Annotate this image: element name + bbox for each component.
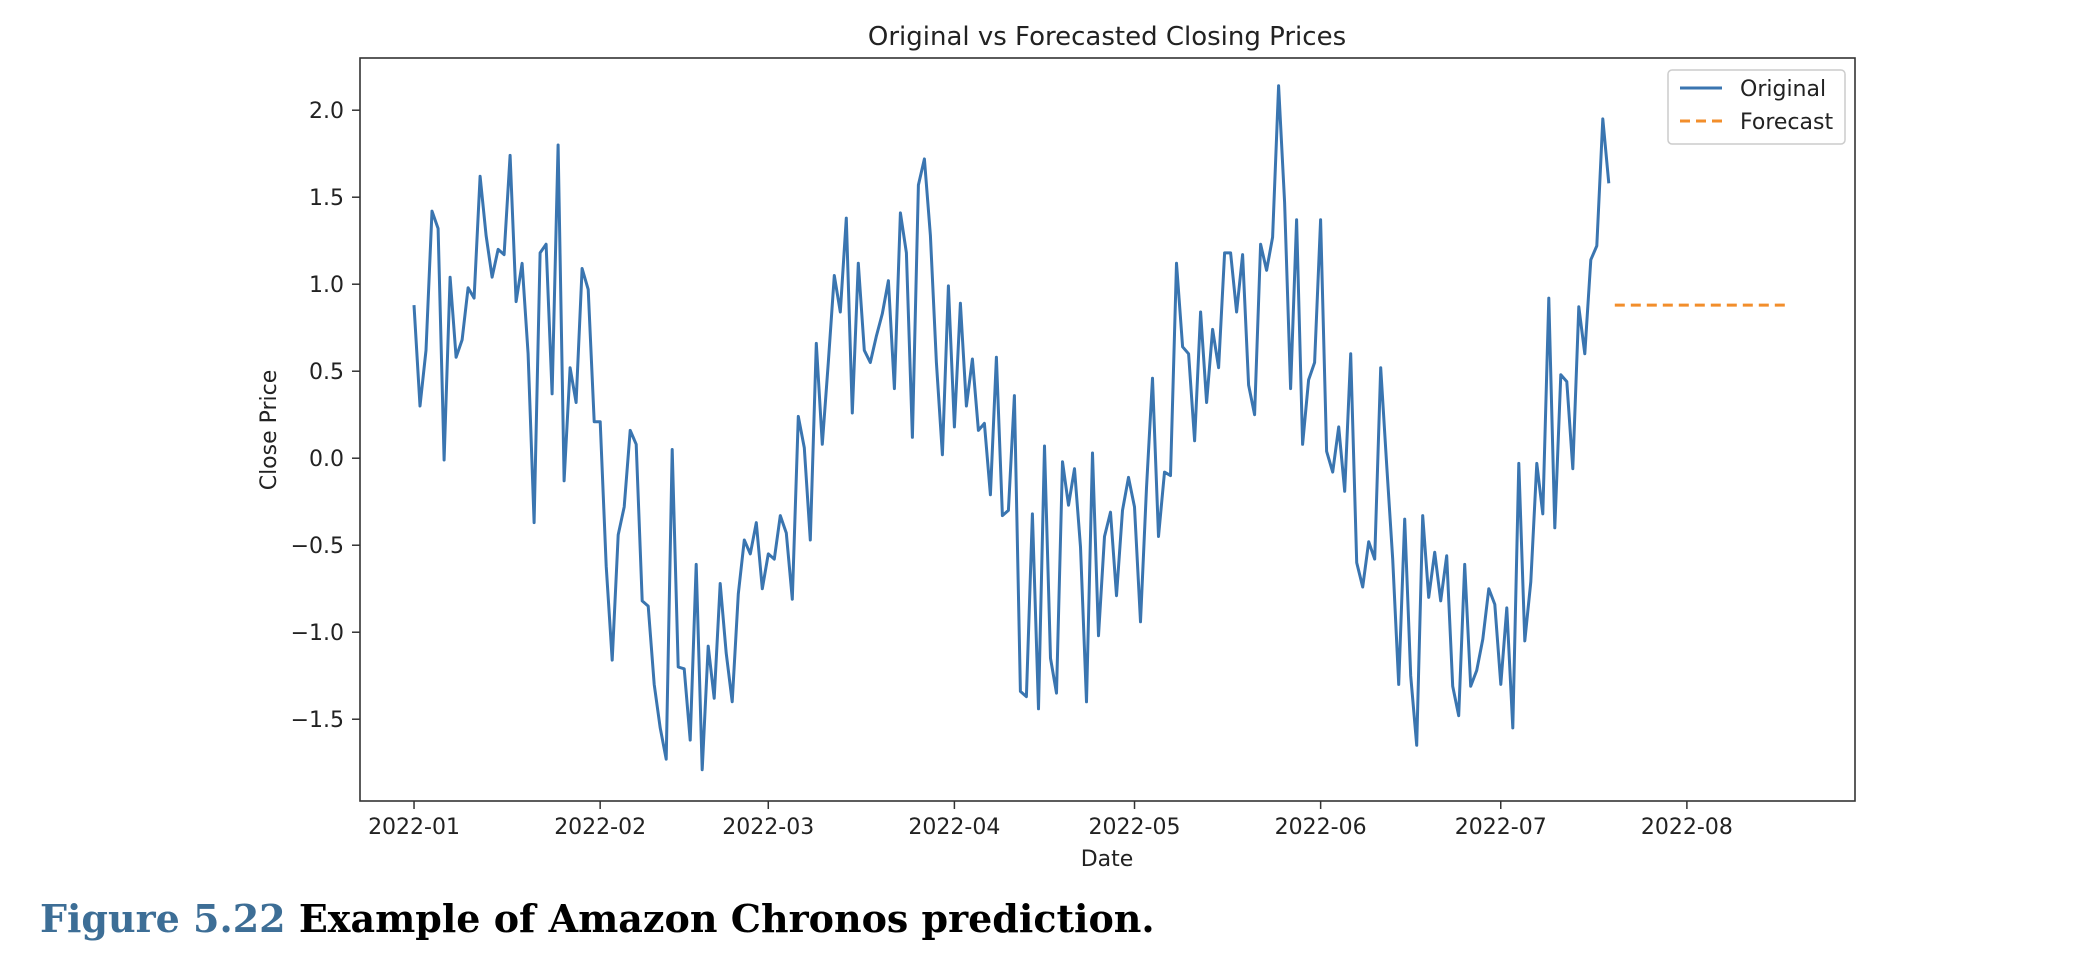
y-tick-label: 1.5 (309, 186, 344, 211)
legend-label-original: Original (1740, 77, 1826, 102)
y-tick-label: 0.0 (309, 447, 344, 472)
y-tick-label: 2.0 (309, 99, 344, 124)
figure-number: Figure 5.22 (40, 896, 286, 941)
figure-caption-text: Example of Amazon Chronos prediction. (298, 896, 1155, 941)
x-tick-label: 2022-07 (1455, 815, 1547, 840)
legend-label-forecast: Forecast (1740, 110, 1833, 135)
y-axis-ticks: 2.0 1.5 1.0 0.5 0.0 −0.5 −1.0 −1.5 (291, 99, 360, 733)
series-original-line (412, 84, 1611, 772)
y-tick-label: −0.5 (291, 534, 344, 559)
y-tick-label: 1.0 (309, 273, 344, 298)
y-axis-label: Close Price (257, 370, 282, 491)
x-axis-label: Date (1081, 847, 1134, 872)
x-tick-label: 2022-03 (722, 815, 814, 840)
x-axis-ticks: 2022-01 2022-02 2022-03 2022-04 2022-05 2022-… (368, 801, 1733, 840)
y-tick-label: 0.5 (309, 360, 344, 385)
legend: Original Forecast (1667, 69, 1846, 145)
series-layer (412, 84, 1789, 772)
y-tick-label: −1.0 (291, 621, 344, 646)
x-tick-label: 2022-01 (368, 815, 460, 840)
x-tick-label: 2022-04 (908, 815, 1000, 840)
x-tick-label: 2022-05 (1089, 815, 1181, 840)
x-tick-label: 2022-06 (1275, 815, 1367, 840)
chart-title: Original vs Forecasted Closing Prices (868, 22, 1346, 52)
y-tick-label: −1.5 (291, 708, 344, 733)
x-tick-label: 2022-02 (554, 815, 646, 840)
figure-caption: Figure 5.22 Example of Amazon Chronos pr… (40, 896, 1155, 941)
line-chart: Original vs Forecasted Closing Prices Cl… (257, 22, 1856, 872)
x-tick-label: 2022-08 (1641, 815, 1733, 840)
plot-frame (359, 57, 1856, 802)
